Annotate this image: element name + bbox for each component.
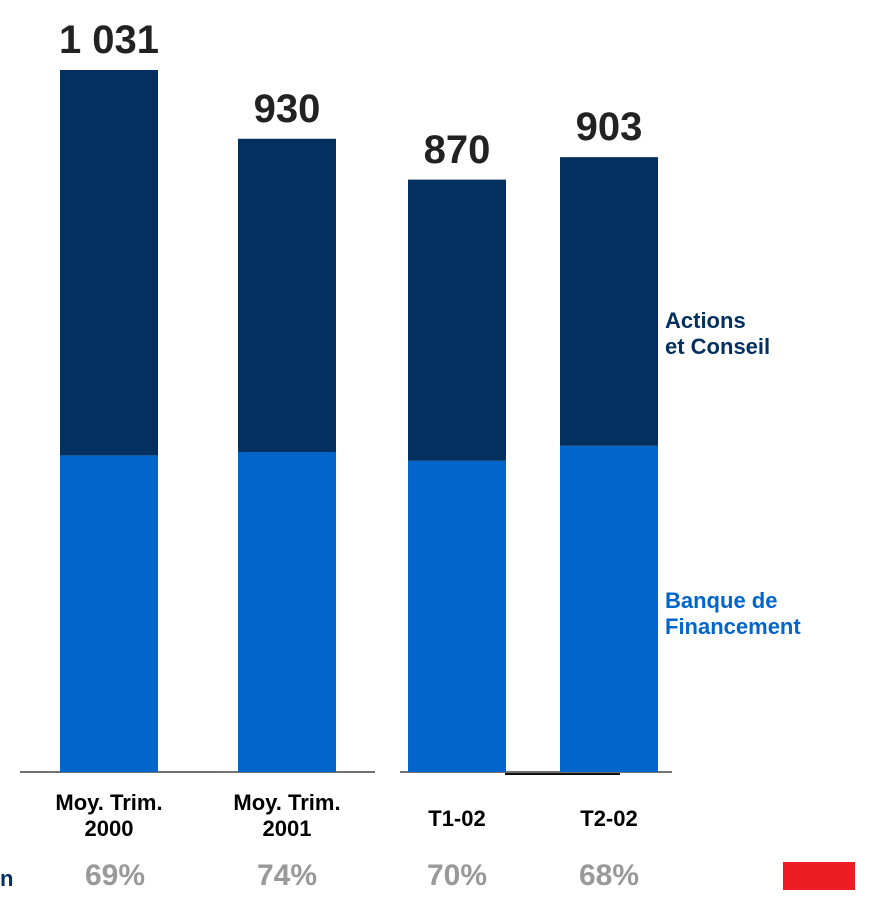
marker: [783, 862, 855, 890]
bar-segment: [408, 179, 506, 461]
legend-label: Banque de Financement: [665, 588, 801, 640]
bar-segment: [408, 460, 506, 772]
total-label: 930: [253, 86, 321, 131]
row-value: 74%: [256, 859, 318, 892]
x-tick-label: Moy. Trim. 2000: [55, 790, 163, 842]
bar-segment: [238, 451, 336, 772]
bar-segment: [60, 70, 158, 456]
bar-segment: [60, 455, 158, 772]
bar-segment: [238, 138, 336, 452]
row-value: 69%: [84, 859, 146, 892]
bar-segment: [560, 445, 658, 772]
bar-segment: [560, 157, 658, 446]
x-tick-label: T2-02: [580, 806, 638, 831]
row-label: n: [0, 866, 14, 891]
x-tick-label: T1-02: [428, 806, 486, 831]
x-tick-label: Moy. Trim. 2001: [233, 790, 341, 842]
row-value: 70%: [426, 859, 488, 892]
total-label: 870: [423, 127, 491, 172]
total-label: 903: [575, 105, 643, 150]
row-value: 68%: [578, 859, 640, 892]
total-label: 1 031: [58, 18, 160, 62]
legend-label: Actions et Conseil: [665, 308, 771, 360]
